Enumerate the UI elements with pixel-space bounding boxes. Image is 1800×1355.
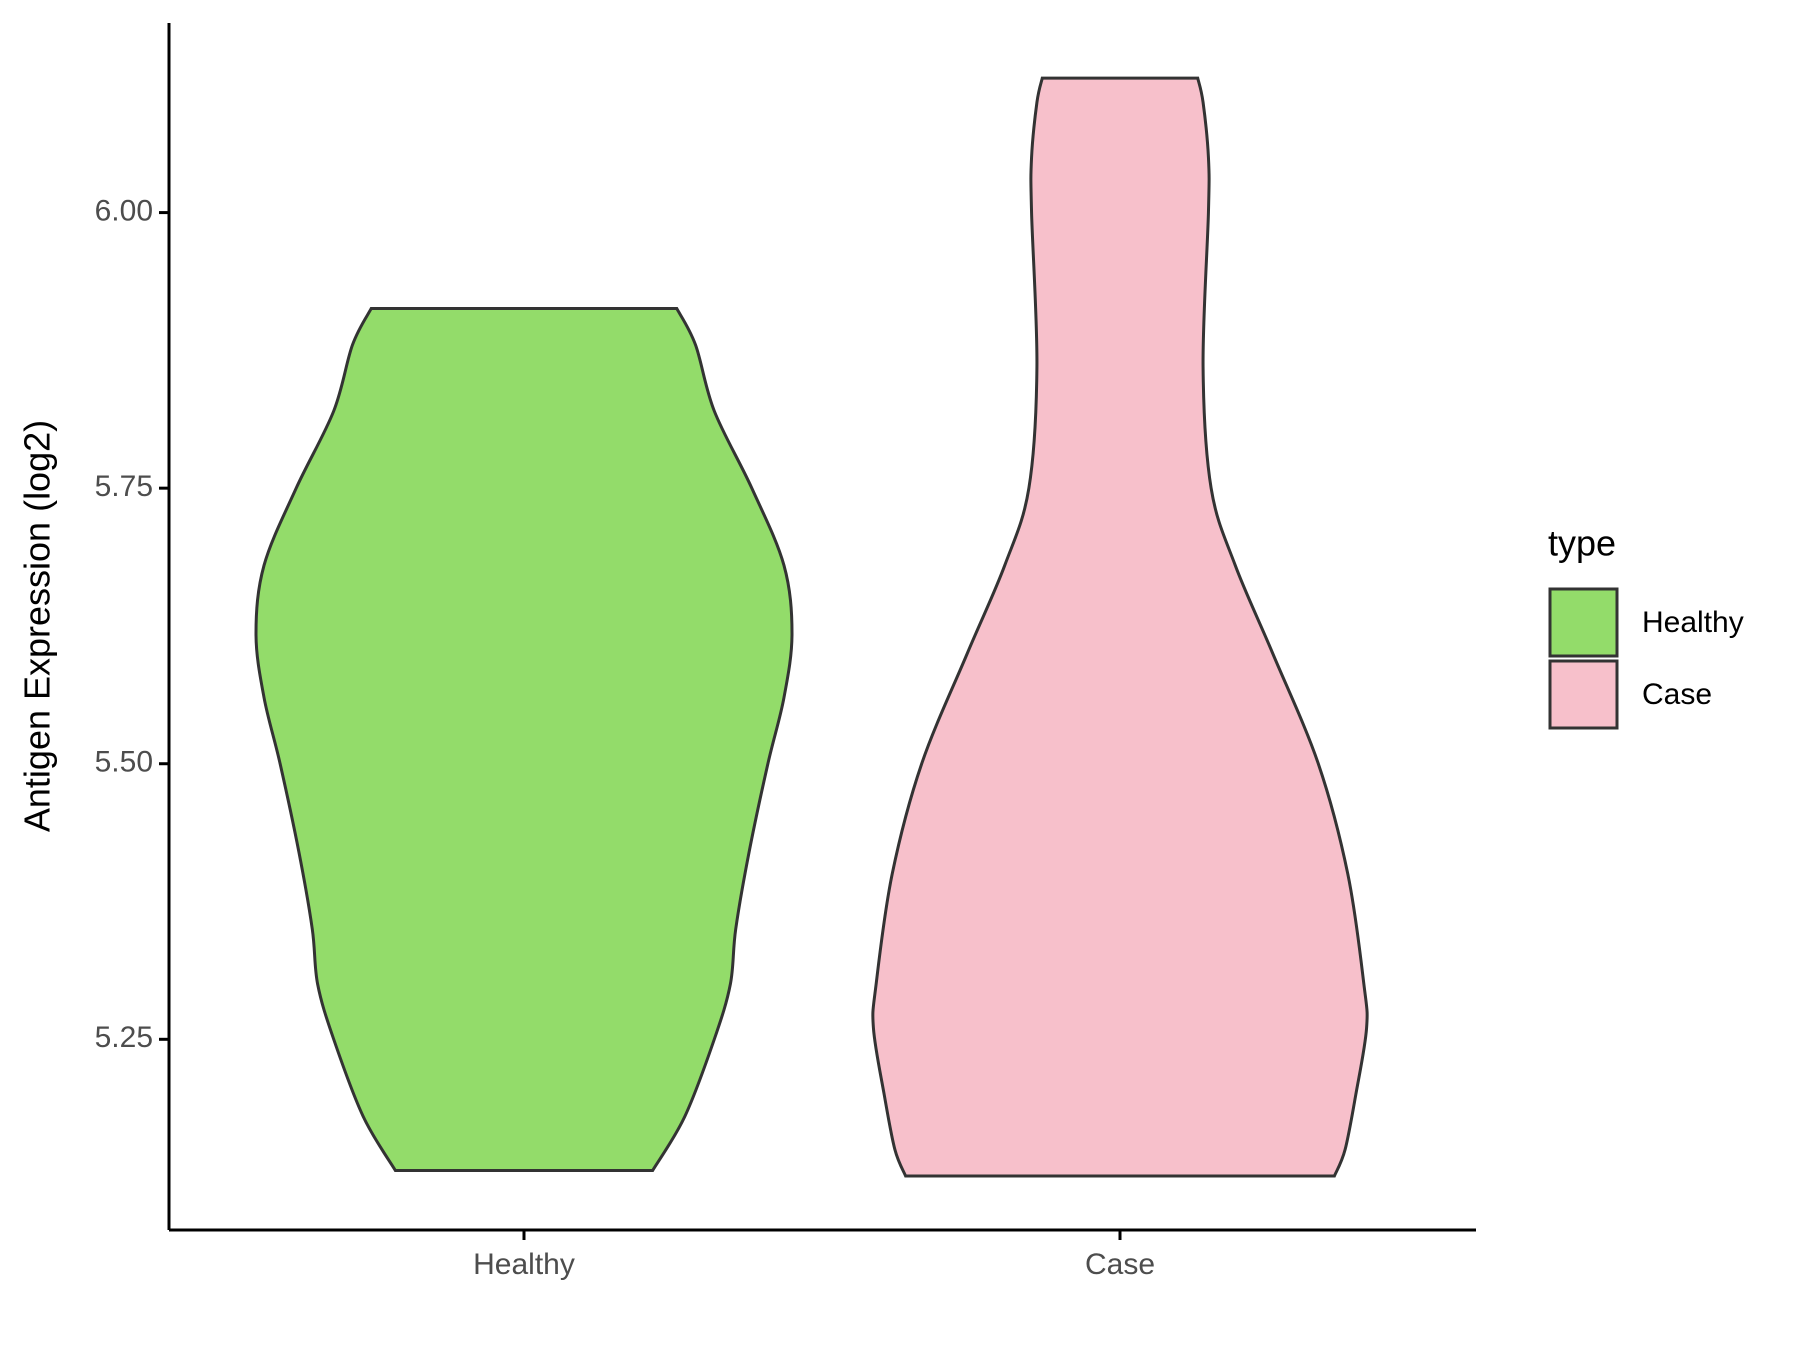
x-tick-label: Healthy [473,1248,575,1281]
legend-swatch [1548,659,1619,730]
y-tick-label: 6.00 [95,195,153,228]
legend-label: Healthy [1642,606,1744,639]
legend-title: type [1548,523,1616,564]
y-tick-label: 5.25 [95,1021,153,1054]
violin [871,76,1369,1178]
y-axis-label: Antigen Expression (log2) [17,420,58,832]
legend-label: Case [1642,678,1712,711]
violin [254,306,794,1172]
x-tick-label: Case [1085,1248,1155,1281]
y-tick-label: 5.75 [95,470,153,503]
y-tick-label: 5.50 [95,746,153,779]
legend-swatch [1548,587,1619,658]
